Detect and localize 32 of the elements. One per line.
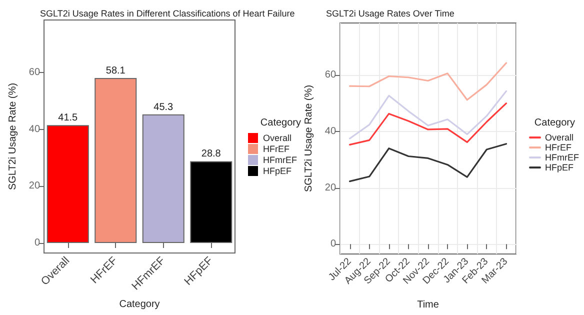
y-tick-label: 60 — [28, 67, 40, 78]
y-axis-title: SGLT2i Usage Rate (%) — [304, 84, 314, 192]
y-axis-title: SGLT2i Usage Rate (%) — [8, 82, 18, 190]
y-tick-label: 20 — [28, 180, 40, 192]
line-series — [349, 102, 508, 146]
y-tick-label: 20 — [324, 182, 336, 194]
line-series — [349, 90, 508, 140]
legend-label: HFpEF — [263, 166, 292, 176]
data-label: 41.5 — [58, 112, 78, 124]
legend-label: HFrEF — [263, 144, 290, 154]
line-series — [349, 143, 508, 182]
y-tick-label: 0 — [330, 238, 336, 250]
legend-label: HFmrEF — [545, 152, 580, 162]
legend-label: HFmrEF — [263, 155, 298, 165]
y-tick-label: 40 — [324, 126, 336, 137]
y-tick-label: 40 — [28, 124, 40, 135]
legend-title: Category — [534, 118, 575, 128]
line-series — [349, 62, 508, 101]
legend-title: Category — [260, 118, 301, 128]
legend-label: Overall — [263, 133, 292, 143]
legend-label: HFrEF — [545, 142, 572, 152]
data-label: 45.3 — [154, 102, 174, 113]
x-axis-title: Category — [119, 298, 160, 310]
chart-title: SGLT2i Usage Rates Over Time — [326, 8, 454, 18]
legend-label: HFpEF — [545, 162, 574, 172]
data-label: 28.8 — [201, 148, 222, 160]
y-tick-label: 0 — [34, 238, 40, 249]
y-tick-label: 60 — [324, 70, 336, 81]
chart-title: SGLT2i Usage Rates in Different Classifications of Heart Failure — [40, 8, 295, 18]
data-label: 58.1 — [106, 65, 126, 76]
x-axis-title: Time — [417, 300, 440, 310]
legend-label: Overall — [545, 132, 574, 142]
